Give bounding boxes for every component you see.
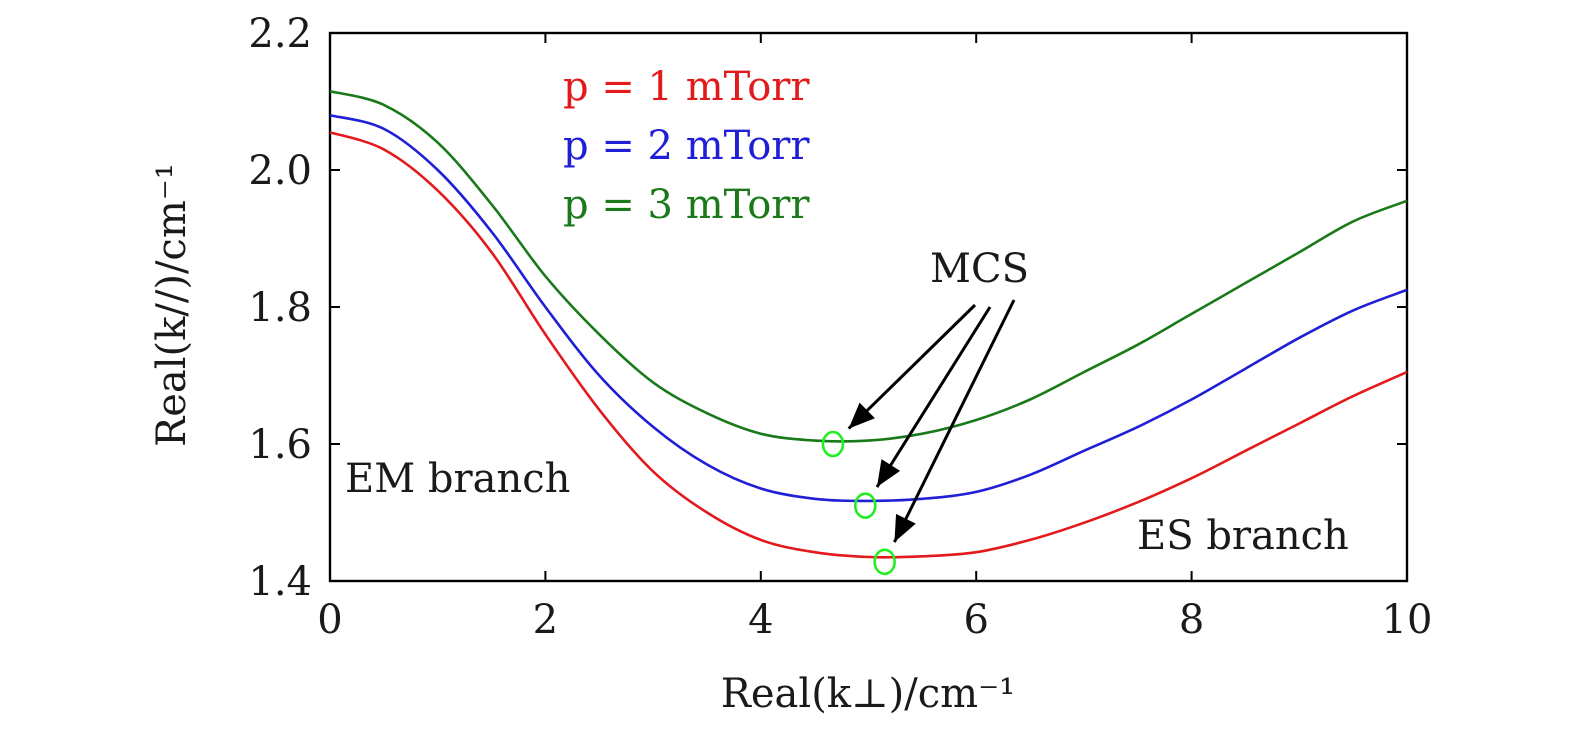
series-line-2 <box>329 113 1408 503</box>
em-branch-label: EM branch <box>345 456 570 502</box>
y-tick-label-0: 1.4 <box>248 559 312 605</box>
tick-labels: 0 2 4 6 8 10 1.4 1.6 1.8 2.0 2.2 <box>248 11 1432 643</box>
legend: p = 1 mTorr p = 2 mTorr p = 3 mTorr <box>563 64 810 228</box>
x-tick-label-4: 8 <box>1179 597 1204 643</box>
y-tick-label-1: 1.6 <box>248 422 312 468</box>
y-tick-label-3: 2.0 <box>248 148 312 194</box>
mcs-marker-2 <box>853 492 877 519</box>
mcs-arrowhead-2 <box>876 459 901 488</box>
x-tick-label-5: 10 <box>1382 597 1433 643</box>
mcs-arrow-2 <box>875 306 992 488</box>
x-tick-label-3: 6 <box>963 597 988 643</box>
mcs-arrowhead-3 <box>894 513 916 543</box>
mcs-arrows <box>847 299 1016 543</box>
legend-entry-3: p = 3 mTorr <box>563 182 810 228</box>
series-line-3 <box>329 89 1408 443</box>
x-tick-label-1: 2 <box>533 597 558 643</box>
mcs-label: MCS <box>930 246 1029 292</box>
x-axis-title: Real(k⊥)/cm⁻¹ <box>721 671 1015 717</box>
y-tick-label-2: 1.8 <box>248 285 312 331</box>
series-line-1 <box>329 131 1408 559</box>
x-tick-label-2: 4 <box>748 597 773 643</box>
legend-entry-2: p = 2 mTorr <box>563 123 810 169</box>
mcs-arrow-1 <box>847 303 977 430</box>
es-branch-label: ES branch <box>1137 513 1349 559</box>
y-tick-label-4: 2.2 <box>248 11 312 57</box>
mcs-arrowhead-1 <box>848 402 875 429</box>
mcs-arrow-3 <box>893 299 1016 543</box>
curves <box>329 89 1408 559</box>
mcs-marker-1 <box>821 430 845 458</box>
mcs-markers <box>821 430 896 576</box>
y-axis-title: Real(k//)/cm⁻¹ <box>149 163 195 447</box>
x-tick-label-0: 0 <box>317 597 342 643</box>
legend-entry-1: p = 1 mTorr <box>563 64 810 110</box>
mcs-marker-3 <box>873 548 896 576</box>
ticks <box>329 32 1408 582</box>
